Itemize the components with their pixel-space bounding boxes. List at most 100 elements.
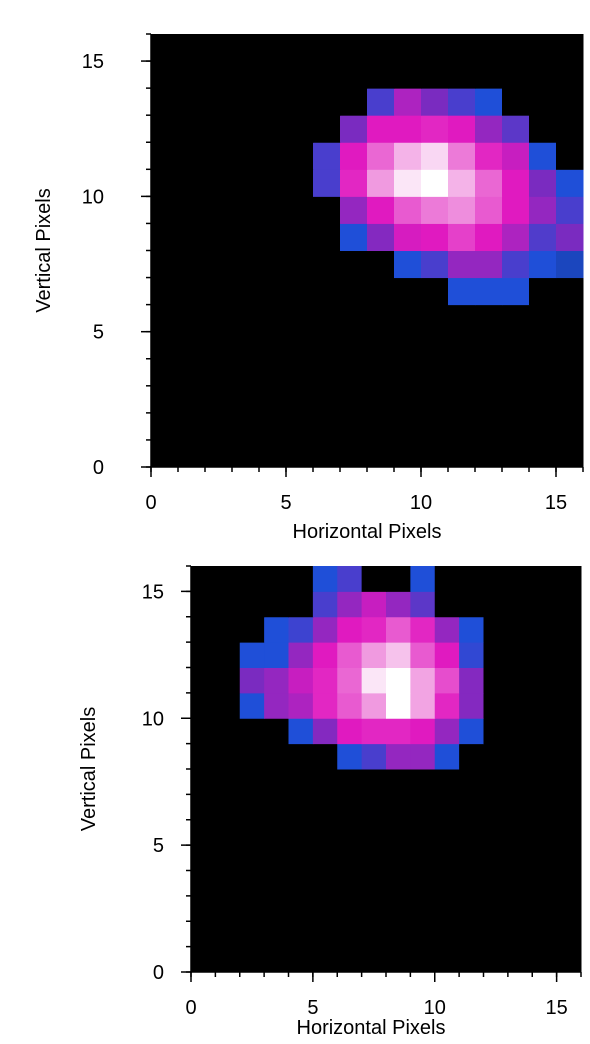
cell bbox=[386, 921, 411, 947]
cell bbox=[532, 794, 557, 820]
cell bbox=[532, 744, 557, 770]
cell bbox=[215, 769, 240, 795]
cell bbox=[394, 278, 422, 306]
cell bbox=[394, 169, 422, 197]
cell bbox=[205, 61, 233, 89]
cell bbox=[362, 896, 387, 922]
cell bbox=[421, 278, 449, 306]
cell bbox=[191, 668, 216, 694]
cell bbox=[532, 668, 557, 694]
cell bbox=[529, 61, 557, 89]
cell bbox=[475, 332, 503, 360]
cell bbox=[313, 642, 338, 668]
cell bbox=[556, 169, 584, 197]
cell bbox=[259, 61, 287, 89]
y-tick-label: 0 bbox=[93, 457, 104, 479]
cell bbox=[410, 744, 435, 770]
cell bbox=[556, 61, 584, 89]
cell bbox=[264, 896, 289, 922]
cell bbox=[340, 115, 368, 143]
y-tick-label: 15 bbox=[142, 581, 164, 603]
cell bbox=[484, 921, 509, 947]
cell bbox=[484, 718, 509, 744]
cell bbox=[435, 820, 460, 846]
cell bbox=[421, 196, 449, 224]
cell bbox=[205, 440, 233, 468]
cell bbox=[340, 34, 368, 62]
cell bbox=[215, 642, 240, 668]
cell bbox=[178, 34, 206, 62]
cell bbox=[435, 642, 460, 668]
cell bbox=[508, 744, 533, 770]
cell bbox=[435, 794, 460, 820]
cell bbox=[508, 845, 533, 871]
cell bbox=[448, 278, 476, 306]
cell bbox=[240, 921, 265, 947]
cell bbox=[151, 413, 179, 441]
x-tick-label: 0 bbox=[185, 997, 196, 1019]
cell bbox=[448, 169, 476, 197]
cell bbox=[532, 769, 557, 795]
cell bbox=[386, 617, 411, 643]
cell bbox=[151, 278, 179, 306]
x-tick-label: 15 bbox=[546, 997, 568, 1019]
cell bbox=[313, 142, 341, 170]
cell bbox=[394, 359, 422, 387]
cell bbox=[151, 61, 179, 89]
cell bbox=[448, 61, 476, 89]
cell bbox=[475, 223, 503, 251]
cell bbox=[215, 820, 240, 846]
cell bbox=[556, 305, 584, 333]
cell bbox=[532, 947, 557, 973]
cell bbox=[313, 820, 338, 846]
cell bbox=[259, 34, 287, 62]
cell bbox=[151, 88, 179, 116]
cell bbox=[502, 61, 530, 89]
cell bbox=[484, 642, 509, 668]
cell bbox=[529, 88, 557, 116]
cell bbox=[557, 794, 582, 820]
cell bbox=[475, 440, 503, 468]
cell bbox=[556, 115, 584, 143]
cell bbox=[508, 668, 533, 694]
cell bbox=[178, 115, 206, 143]
cell bbox=[508, 642, 533, 668]
cell bbox=[484, 744, 509, 770]
cell bbox=[289, 947, 314, 973]
cell bbox=[410, 668, 435, 694]
cell bbox=[286, 169, 314, 197]
x-axis-title: Horizontal Pixels bbox=[293, 521, 442, 543]
cell bbox=[435, 871, 460, 897]
cell bbox=[337, 693, 362, 719]
cell bbox=[313, 332, 341, 360]
cell bbox=[394, 61, 422, 89]
cell bbox=[232, 359, 260, 387]
cell bbox=[421, 142, 449, 170]
cell bbox=[435, 947, 460, 973]
cell bbox=[178, 305, 206, 333]
cell bbox=[529, 413, 557, 441]
cell bbox=[475, 115, 503, 143]
cell bbox=[556, 196, 584, 224]
x-tick-label: 5 bbox=[280, 492, 291, 514]
cell bbox=[259, 223, 287, 251]
cell bbox=[386, 871, 411, 897]
cell bbox=[151, 115, 179, 143]
cell bbox=[557, 591, 582, 617]
cell bbox=[259, 88, 287, 116]
cell bbox=[557, 871, 582, 897]
cell bbox=[264, 693, 289, 719]
cell bbox=[367, 196, 395, 224]
cell bbox=[313, 921, 338, 947]
cell bbox=[557, 718, 582, 744]
y-tick-label: 15 bbox=[82, 51, 104, 73]
cell bbox=[508, 769, 533, 795]
cell bbox=[508, 921, 533, 947]
cell bbox=[386, 591, 411, 617]
cell bbox=[215, 693, 240, 719]
cell bbox=[421, 169, 449, 197]
cell bbox=[502, 169, 530, 197]
cell bbox=[475, 413, 503, 441]
cell bbox=[484, 668, 509, 694]
cell bbox=[313, 223, 341, 251]
